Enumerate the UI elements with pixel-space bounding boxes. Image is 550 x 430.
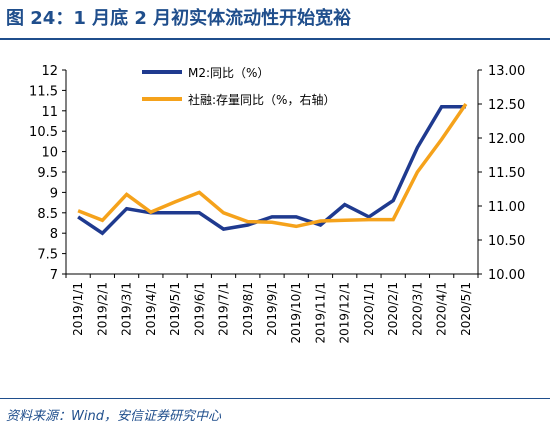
- x-tick-label: 2019/7/1: [217, 282, 231, 336]
- figure-title-bar: 图 24：1 月底 2 月初实体流动性开始宽裕: [0, 0, 550, 40]
- right-tick-label: 11.50: [488, 166, 525, 181]
- chart-legend: M2:同比（%） 社融:存量同比（%，右轴）: [142, 66, 335, 107]
- source-note: 资料来源：Wind，安信证券研究中心: [6, 409, 221, 424]
- source-divider: [0, 398, 550, 399]
- x-tick-label: 2019/10/1: [289, 282, 303, 344]
- x-tick-label: 2019/3/1: [120, 282, 134, 336]
- figure-title: 图 24：1 月底 2 月初实体流动性开始宽裕: [6, 8, 352, 29]
- left-tick-label: 10: [41, 146, 58, 161]
- x-tick-label: 2019/6/1: [192, 282, 206, 336]
- title-divider: [0, 38, 550, 40]
- left-tick-label: 8: [50, 227, 58, 242]
- x-tick-label: 2019/9/1: [265, 282, 279, 336]
- left-tick-label: 8.5: [37, 207, 58, 222]
- series-line-social-financing: [77, 103, 468, 229]
- left-tick-label: 7.5: [37, 248, 58, 263]
- x-tick-label: 2020/2/1: [386, 282, 400, 336]
- legend-label-m2: M2:同比（%）: [188, 66, 269, 80]
- right-tick-label: 10.00: [488, 268, 525, 283]
- x-tick-label: 2020/1/1: [362, 282, 376, 336]
- series-line-m2: [77, 104, 466, 236]
- left-tick-label: 12: [41, 64, 58, 79]
- x-tick-label: 2020/5/1: [459, 282, 473, 336]
- chart-series: [77, 103, 468, 236]
- right-tick-label: 10.50: [488, 234, 525, 249]
- x-tick-label: 2019/11/1: [313, 282, 327, 344]
- x-tick-label: 2020/3/1: [410, 282, 424, 336]
- x-tick-label: 2019/12/1: [338, 282, 352, 344]
- left-tick-label: 11: [41, 105, 58, 120]
- right-tick-label: 12.50: [488, 98, 525, 113]
- x-tick-label: 2020/4/1: [435, 282, 449, 336]
- x-tick-label: 2019/5/1: [168, 282, 182, 336]
- right-tick-label: 11.00: [488, 200, 525, 215]
- x-tick-label: 2019/2/1: [95, 282, 109, 336]
- left-tick-label: 9.5: [37, 166, 58, 181]
- left-tick-label: 9: [50, 186, 58, 201]
- right-tick-label: 13.00: [488, 64, 525, 79]
- right-tick-label: 12.00: [488, 132, 525, 147]
- x-tick-label: 2019/4/1: [144, 282, 158, 336]
- line-chart: 7 7.5 8 8.5 9 9.5 10 10.5 11 11.5 12 10.00 10.50 11.0…: [29, 64, 525, 344]
- legend-label-social-financing: 社融:存量同比（%，右轴）: [188, 92, 335, 107]
- chart-axes: 7 7.5 8 8.5 9 9.5 10 10.5 11 11.5 12 10.00 10.50 11.0…: [29, 64, 525, 344]
- left-tick-label: 10.5: [29, 125, 58, 140]
- left-tick-label: 7: [50, 268, 58, 283]
- x-tick-label: 2019/1/1: [71, 282, 85, 336]
- left-tick-label: 11.5: [29, 84, 58, 99]
- x-tick-label: 2019/8/1: [241, 282, 255, 336]
